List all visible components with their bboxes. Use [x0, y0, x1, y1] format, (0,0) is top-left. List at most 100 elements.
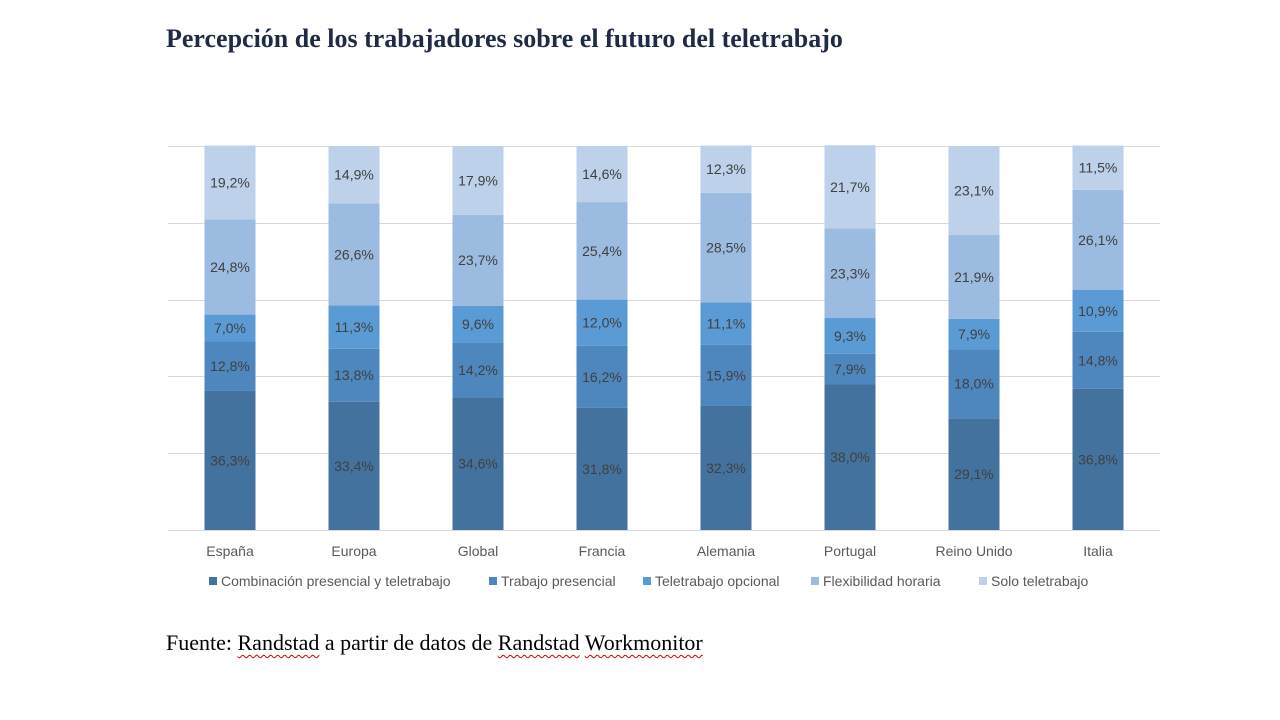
- data-label: 14,8%: [1078, 352, 1118, 368]
- bar-segment: [1072, 331, 1124, 389]
- data-label: 28,5%: [706, 240, 746, 256]
- data-label: 34,6%: [458, 456, 498, 472]
- data-label: 36,3%: [210, 452, 250, 468]
- x-tick-label: Francia: [579, 543, 626, 559]
- bar-segment: [824, 353, 876, 385]
- data-label: 10,9%: [1078, 303, 1118, 319]
- data-label: 33,4%: [334, 458, 374, 474]
- bar-segment: [700, 145, 752, 193]
- x-tick-label: Italia: [1083, 543, 1113, 559]
- legend-swatch: [209, 577, 217, 585]
- bar-segment: [452, 146, 504, 215]
- bar-segment: [700, 344, 752, 406]
- bar-segment: [948, 318, 1000, 350]
- data-label: 11,5%: [1079, 160, 1118, 176]
- data-label: 31,8%: [582, 461, 622, 477]
- bar-segment: [576, 345, 628, 408]
- data-label: 19,2%: [210, 174, 250, 190]
- data-label: 12,3%: [706, 161, 746, 177]
- source-note: Fuente: Randstad a partir de datos de Ra…: [166, 630, 703, 656]
- legend-swatch: [489, 577, 497, 585]
- data-label: 14,9%: [334, 167, 374, 183]
- x-tick-label: Portugal: [824, 543, 876, 559]
- bar-segment: [1072, 290, 1124, 332]
- bar-segment: [948, 234, 1000, 319]
- bar-segment: [824, 384, 876, 530]
- data-label: 24,8%: [210, 259, 250, 275]
- data-label: 26,6%: [334, 246, 374, 262]
- data-label: 25,4%: [582, 243, 622, 259]
- data-label: 7,9%: [834, 361, 866, 377]
- data-label: 14,2%: [458, 362, 498, 378]
- data-label: 9,3%: [834, 328, 866, 344]
- legend-label: Flexibilidad horaria: [823, 573, 941, 589]
- bar-segment: [328, 146, 380, 204]
- bar-segment: [1072, 189, 1124, 290]
- legend-label: Combinación presencial y teletrabajo: [221, 573, 451, 589]
- bar-segment: [204, 145, 256, 220]
- x-tick-label: Alemania: [697, 543, 756, 559]
- bars: 36,3% 12,8% 7,0% 24,8% 19,2% 33,4% 13,8% 11,3% 2…: [204, 145, 1124, 530]
- bar-segment: [328, 203, 380, 306]
- bar-segment: [824, 145, 876, 229]
- bar-segment: [328, 305, 380, 349]
- bar-segment: [204, 314, 256, 342]
- data-label: 23,1%: [954, 182, 994, 198]
- data-label: 12,8%: [210, 358, 250, 374]
- bar-segment: [576, 407, 628, 530]
- source-prefix: Fuente:: [166, 630, 238, 655]
- data-label: 11,3%: [335, 319, 374, 335]
- data-label: 38,0%: [830, 449, 870, 465]
- data-label: 15,9%: [706, 367, 746, 383]
- legend-swatch: [979, 577, 987, 585]
- data-label: 12,0%: [582, 315, 622, 331]
- data-label: 11,1%: [707, 316, 746, 332]
- data-label: 23,7%: [458, 252, 498, 268]
- legend-swatch: [643, 577, 651, 585]
- gridlines: [168, 146, 1160, 531]
- bar-segment: [1072, 145, 1124, 190]
- x-tick-label: España: [206, 543, 254, 559]
- bar-segment: [700, 405, 752, 530]
- bar-segment: [576, 202, 628, 300]
- bar-segment: [700, 192, 752, 303]
- legend-label: Trabajo presencial: [501, 573, 616, 589]
- bar-segment: [824, 228, 876, 319]
- bar-segment: [328, 401, 380, 530]
- bar-segment: [328, 348, 380, 402]
- data-label: 7,9%: [958, 326, 990, 342]
- chart-title: Percepción de los trabajadores sobre el …: [166, 24, 843, 53]
- bar-segment: [948, 349, 1000, 419]
- data-label: 23,3%: [830, 265, 870, 281]
- data-label: 21,9%: [954, 269, 994, 285]
- bar-segment: [576, 146, 628, 203]
- bar-segment: [824, 318, 876, 354]
- data-label: 7,0%: [214, 320, 246, 336]
- bar-segment: [204, 219, 256, 315]
- bar-segment: [204, 390, 256, 530]
- data-label: 16,2%: [582, 369, 622, 385]
- bar-segment: [948, 146, 1000, 235]
- source-middle: a partir de datos de: [319, 630, 498, 655]
- bar-segment: [576, 299, 628, 346]
- data-label: 9,6%: [462, 316, 494, 332]
- source-word-randstad: Randstad: [237, 630, 320, 655]
- legend-label: Solo teletrabajo: [991, 573, 1089, 589]
- bar-segment: [1072, 388, 1124, 530]
- data-label: 29,1%: [954, 466, 994, 482]
- legend: Combinación presencial y teletrabajo Trab…: [209, 573, 1089, 589]
- data-label: 36,8%: [1078, 451, 1118, 467]
- data-label: 18,0%: [954, 376, 994, 392]
- bar-segment: [452, 214, 504, 306]
- bar-segment: [452, 342, 504, 398]
- data-label: 13,8%: [334, 367, 374, 383]
- data-label: 21,7%: [830, 179, 870, 195]
- bar-segment: [204, 341, 256, 391]
- x-axis-labels: España Europa Global Francia Alemania Portuga…: [206, 543, 1113, 559]
- data-label: 32,3%: [706, 460, 746, 476]
- data-label: 26,1%: [1078, 232, 1118, 248]
- legend-label: Teletrabajo opcional: [655, 573, 780, 589]
- bar-segment: [452, 397, 504, 530]
- bar-segment: [700, 302, 752, 345]
